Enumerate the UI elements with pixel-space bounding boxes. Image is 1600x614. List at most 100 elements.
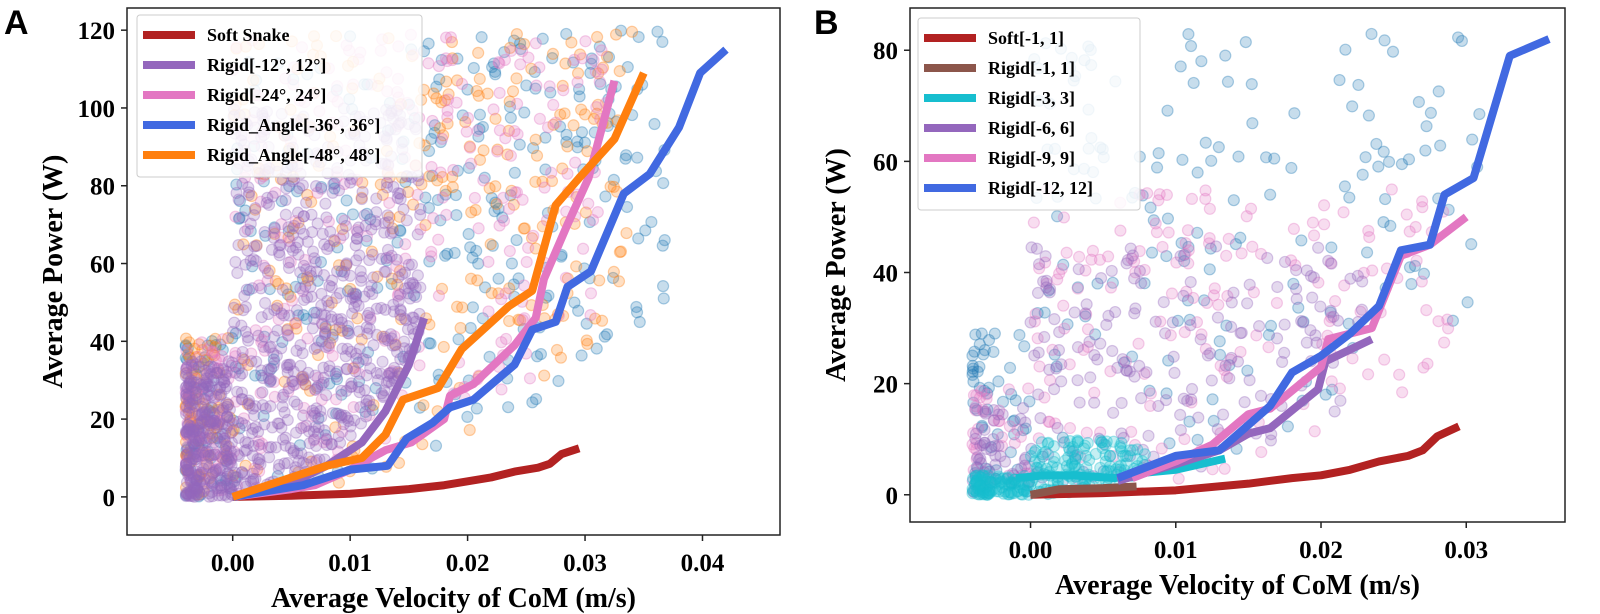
scatter-point [319, 389, 333, 402]
scatter-point [289, 214, 302, 228]
scatter-point [209, 390, 223, 403]
scatter-point [1379, 192, 1392, 206]
scatter-point [977, 405, 990, 418]
scatter-point [1218, 363, 1231, 377]
scatter-point [229, 350, 242, 363]
scatter-point [1036, 448, 1049, 461]
y-tick-label: 120 [78, 18, 116, 45]
scatter-point [231, 471, 244, 484]
scatter-point [1185, 393, 1198, 406]
scatter-point [445, 35, 459, 49]
scatter-point [1095, 436, 1109, 449]
scatter-point [196, 407, 209, 421]
scatter-point [1235, 247, 1248, 260]
scatter-point [967, 362, 980, 375]
scatter-point [446, 53, 459, 67]
scatter-point [440, 31, 453, 44]
scatter-point [215, 451, 229, 464]
scatter-point [1395, 158, 1409, 171]
scatter-point [1133, 264, 1146, 278]
scatter-point [1128, 272, 1141, 285]
scatter-point [188, 438, 201, 451]
scatter-point [231, 385, 244, 398]
scatter-point [214, 482, 228, 495]
scatter-point [180, 488, 194, 502]
scatter-point [184, 466, 198, 479]
scatter-point [1333, 73, 1346, 87]
scatter-point [976, 488, 990, 501]
scatter-point [328, 235, 341, 248]
scatter-point [198, 449, 211, 462]
scatter-point [179, 363, 193, 376]
scatter-point [202, 425, 215, 438]
scatter-point [194, 468, 207, 481]
scatter-point [1466, 133, 1479, 146]
scatter-point [235, 386, 249, 399]
scatter-point [1040, 274, 1053, 287]
scatter-point [268, 390, 281, 403]
scatter-point [609, 28, 623, 41]
scatter-point [489, 180, 502, 193]
scatter-point [998, 455, 1012, 468]
scatter-point [350, 224, 363, 237]
scatter-point [223, 403, 236, 416]
scatter-point [189, 447, 202, 460]
scatter-point [209, 464, 222, 477]
scatter-point [193, 468, 206, 481]
series-line-1 [1029, 482, 1137, 499]
y-tick-label: 0 [886, 483, 899, 510]
scatter-point [980, 486, 993, 499]
scatter-point [223, 482, 236, 495]
scatter-point [1229, 237, 1242, 251]
scatter-point [1091, 353, 1104, 366]
scatter-point [552, 374, 565, 388]
scatter-point [471, 274, 484, 287]
scatter-point [181, 447, 194, 461]
scatter-point [1081, 340, 1094, 353]
scatter-point [1254, 247, 1268, 261]
scatter-point [1220, 319, 1233, 332]
scatter-point [310, 381, 324, 395]
scatter-point [503, 95, 516, 108]
scatter-point [1077, 442, 1091, 455]
scatter-point [1038, 256, 1052, 269]
scatter-point [303, 384, 317, 397]
scatter-point [249, 420, 262, 434]
scatter-point [986, 476, 999, 489]
scatter-point [567, 119, 580, 132]
scatter-point [440, 208, 453, 221]
scatter-point [238, 289, 251, 302]
scatter-point [333, 436, 347, 449]
scatter-point [1031, 332, 1044, 345]
scatter-point [584, 66, 597, 80]
scatter-point [1300, 264, 1313, 277]
scatter-point [276, 283, 289, 296]
scatter-point [1069, 452, 1082, 465]
scatter-point [496, 211, 509, 224]
scatter-point [179, 457, 193, 470]
scatter-point [237, 467, 251, 481]
scatter-point [344, 176, 357, 189]
scatter-point [275, 307, 288, 320]
scatter-point [495, 293, 508, 306]
scatter-point [1191, 166, 1204, 179]
scatter-point [1409, 220, 1422, 234]
scatter-point [286, 229, 299, 242]
scatter-point [1366, 264, 1379, 277]
scatter-point [1080, 308, 1093, 321]
scatter-point [969, 400, 983, 413]
scatter-point [220, 380, 233, 393]
scatter-point [968, 477, 982, 491]
scatter-point [969, 402, 982, 415]
scatter-point [183, 489, 196, 503]
scatter-point [1218, 462, 1231, 475]
scatter-point [394, 352, 407, 366]
scatter-point [333, 409, 347, 423]
scatter-point [275, 218, 288, 231]
scatter-point [320, 432, 333, 446]
scatter-point [1297, 315, 1310, 328]
scatter-point [1011, 423, 1024, 436]
scatter-point [347, 287, 360, 300]
scatter-point [407, 278, 420, 291]
scatter-point [205, 345, 219, 358]
